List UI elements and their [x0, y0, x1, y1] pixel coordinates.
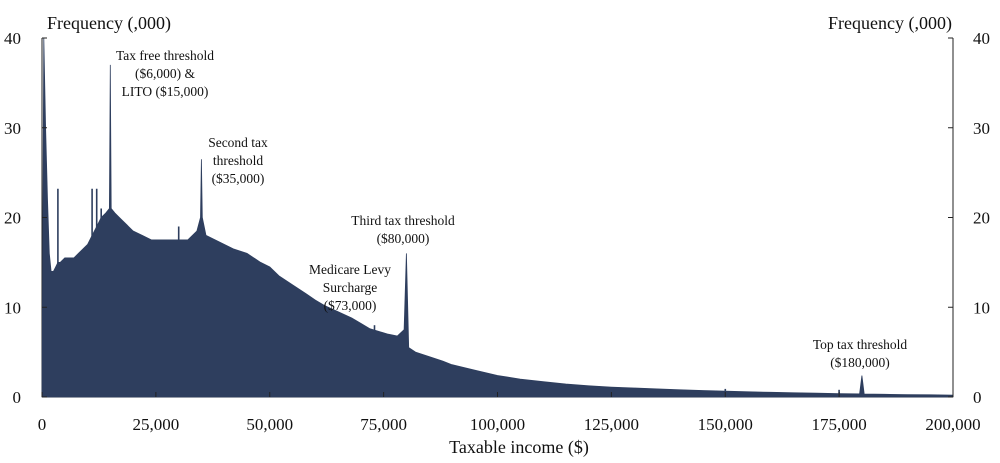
y-tick-label-right: 0	[973, 388, 982, 407]
left-y-axis-title: Frequency (,000)	[47, 13, 171, 34]
x-tick-label: 125,000	[584, 415, 639, 434]
x-tick-label: 100,000	[470, 415, 525, 434]
annotation-label: Tax free threshold ($6,000) & LITO ($15,00…	[116, 48, 214, 99]
annotation-label: Second tax threshold ($35,000)	[208, 135, 268, 186]
data-series	[41, 37, 954, 398]
x-axis-title: Taxable income ($)	[449, 437, 589, 458]
annotation-line: Top tax threshold	[813, 337, 908, 352]
x-tick-label: 25,000	[133, 415, 180, 434]
y-tick-label-left: 30	[4, 119, 21, 138]
y-tick-label-right: 20	[973, 209, 990, 228]
annotation-line: threshold	[213, 153, 263, 168]
x-tick-label: 75,000	[360, 415, 407, 434]
annotation-label: Third tax threshold ($80,000)	[351, 213, 455, 246]
y-tick-label-left: 10	[4, 298, 21, 317]
annotation-line: Medicare Levy	[309, 262, 391, 277]
y-tick-label-left: 0	[13, 388, 22, 407]
annotation-line: Tax free threshold	[116, 48, 214, 63]
y-tick-label-right: 40	[973, 29, 990, 48]
annotation-line: Third tax threshold	[351, 213, 455, 228]
x-tick-label: 50,000	[246, 415, 293, 434]
annotation-line: ($73,000)	[324, 298, 377, 313]
annotation-line: ($180,000)	[830, 355, 890, 370]
x-tick-label: 175,000	[812, 415, 867, 434]
x-tick-label: 200,000	[925, 415, 980, 434]
annotation-line: ($35,000)	[212, 171, 265, 186]
y-tick-label-left: 20	[4, 209, 21, 228]
y-tick-label-right: 10	[973, 298, 990, 317]
annotation-line: LITO ($15,000)	[122, 84, 209, 99]
annotations: Tax free threshold ($6,000) & LITO ($15,00…	[116, 48, 907, 370]
y-tick-label-right: 30	[973, 119, 990, 138]
annotation-line: ($80,000)	[377, 231, 430, 246]
annotation-label: Medicare Levy Surcharge ($73,000)	[309, 262, 391, 313]
annotation-line: Second tax	[208, 135, 268, 150]
annotation-line: Surcharge	[323, 280, 377, 295]
frequency-area	[41, 37, 954, 398]
y-tick-label-left: 40	[4, 29, 21, 48]
x-tick-label: 150,000	[698, 415, 753, 434]
x-tick-label: 0	[38, 415, 47, 434]
annotation-line: ($6,000) &	[135, 66, 195, 81]
right-y-axis-title: Frequency (,000)	[828, 13, 952, 34]
ticks: 0 25,000 50,000 75,000 100,000 125,000 150,000…	[4, 29, 990, 434]
annotation-label: Top tax threshold ($180,000)	[813, 337, 908, 370]
